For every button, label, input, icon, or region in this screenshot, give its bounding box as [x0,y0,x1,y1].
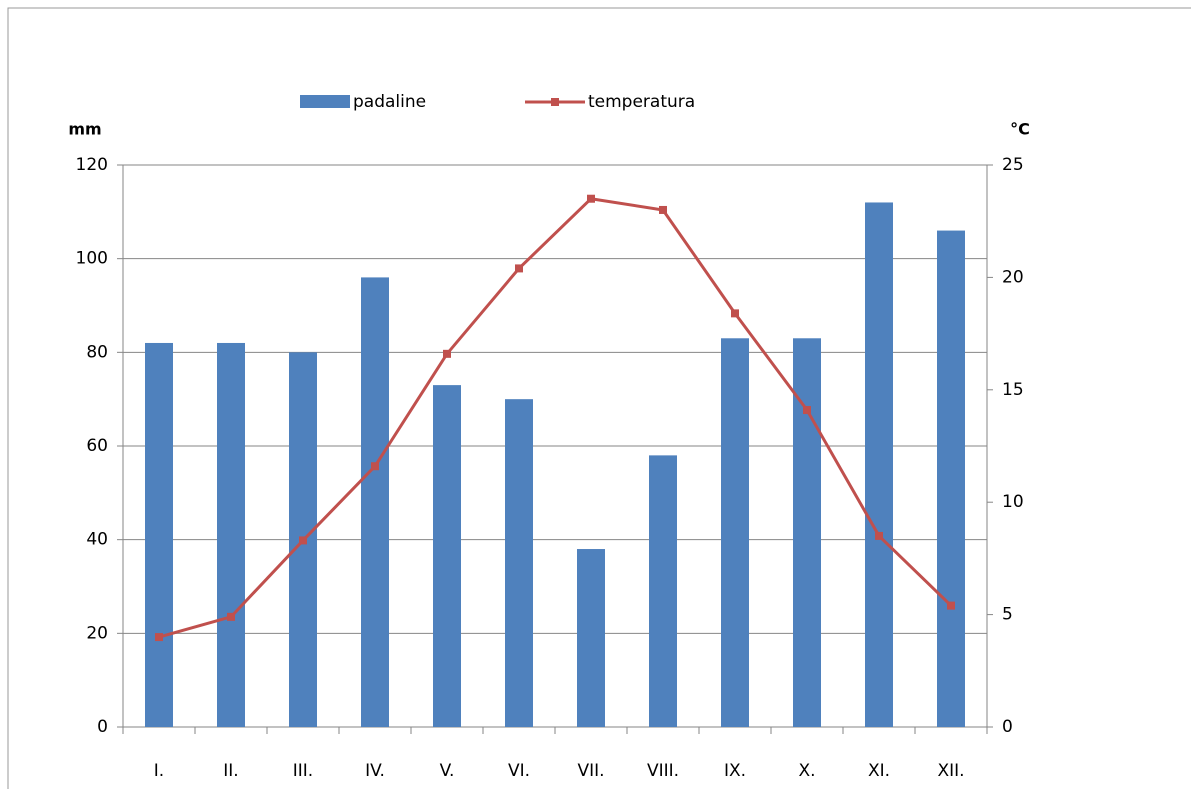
y-tick-label: 120 [76,155,108,175]
y2-tick-label: 15 [1002,380,1024,400]
x-tick-label: VII. [577,761,604,781]
bar [217,342,245,727]
y2-tick-label: 0 [1002,717,1013,737]
bar [721,338,749,727]
y-tick-label: 100 [76,249,108,269]
bar [145,342,173,727]
bar [361,277,389,727]
y-tick-label: 20 [86,623,108,643]
marker [803,406,811,415]
y2-axis-label: °C [1010,120,1030,139]
y-tick-label: 80 [86,342,108,362]
legend-label: padaline [353,92,426,112]
marker [227,612,235,621]
x-tick-label: VI. [508,761,530,781]
y-axis-label: mm [68,120,101,139]
marker [587,194,595,203]
marker [299,536,307,545]
bar [433,385,461,727]
x-tick-label: X. [798,761,815,781]
y2-tick-label: 20 [1002,267,1024,287]
legend-swatch [300,95,350,108]
legend-marker [551,98,559,106]
marker [515,264,523,273]
bar [577,549,605,727]
bar [793,338,821,727]
x-tick-label: III. [293,761,313,781]
marker [659,205,667,214]
bar [649,455,677,727]
marker [947,601,955,610]
marker [875,531,883,540]
y2-tick-label: 10 [1002,492,1024,512]
marker [443,349,451,358]
marker [371,462,379,471]
y-tick-label: 60 [86,436,108,456]
x-tick-label: VIII. [647,761,679,781]
bar [865,202,893,727]
y2-tick-label: 5 [1002,605,1013,625]
x-tick-label: IV. [365,761,385,781]
y-tick-label: 40 [86,530,108,550]
x-tick-label: XII. [937,761,964,781]
bar [505,399,533,727]
marker [155,633,163,642]
x-tick-label: IX. [724,761,746,781]
marker [731,309,739,318]
y2-tick-label: 25 [1002,155,1024,175]
line [158,197,953,639]
x-tick-label: II. [223,761,238,781]
bar [937,230,965,728]
y-tick-label: 0 [97,717,108,737]
x-tick-label: I. [154,761,164,781]
x-tick-label: V. [440,761,455,781]
x-tick-label: XI. [868,761,890,781]
legend-label: temperatura [588,92,695,112]
